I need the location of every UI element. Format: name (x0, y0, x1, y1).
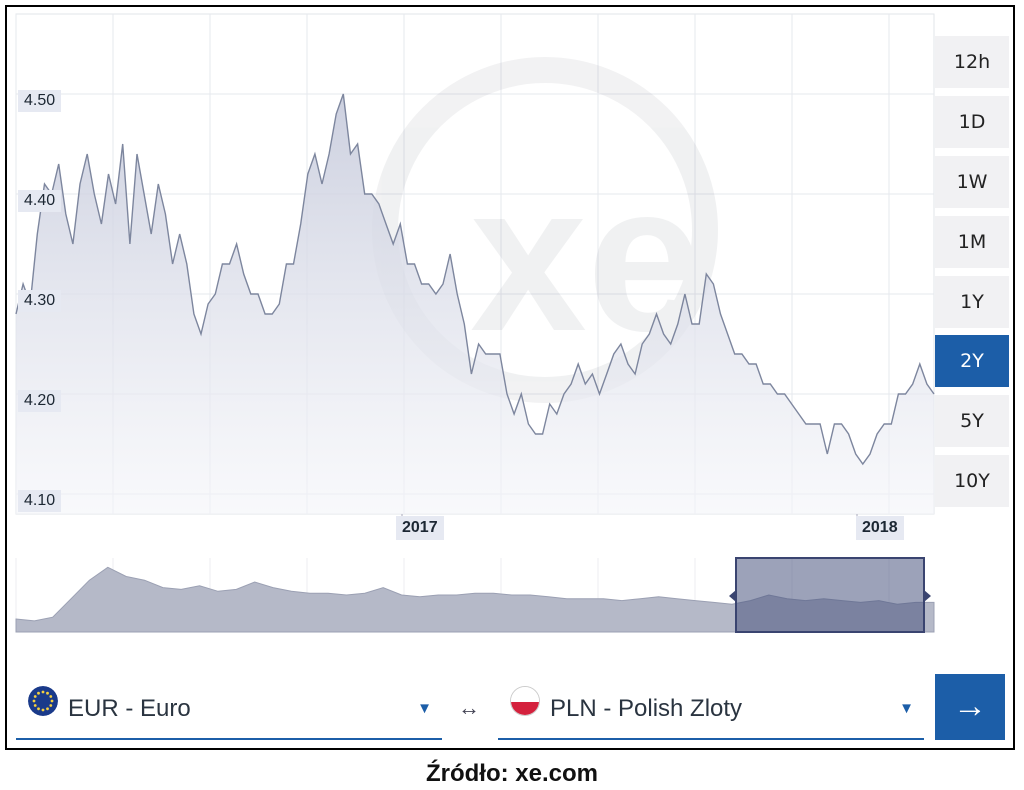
range-button-1d[interactable]: 1D (935, 96, 1009, 148)
y-tick-label: 4.10 (18, 490, 62, 512)
range-button-5y[interactable]: 5Y (935, 395, 1009, 447)
from-currency-select[interactable]: EUR - Euro ▼ (16, 674, 442, 740)
x-tick-label: 2018 (856, 516, 904, 540)
x-tick-label: 2017 (396, 516, 444, 540)
svg-text:xe: xe (470, 140, 704, 375)
main-series (15, 93, 935, 514)
navigator[interactable] (15, 557, 935, 633)
y-tick-label: 4.50 (18, 90, 62, 112)
navigator-handle-right (924, 590, 931, 602)
from-currency-label: EUR - Euro (68, 695, 191, 722)
chevron-down-icon: ▼ (417, 700, 432, 717)
range-button-12h[interactable]: 12h (935, 36, 1009, 88)
y-tick-label: 4.30 (18, 290, 62, 312)
poland-flag-icon (510, 686, 540, 716)
eu-flag-icon (28, 686, 58, 716)
y-tick-label: 4.20 (18, 390, 62, 412)
navigator-handle-left (729, 590, 736, 602)
source-caption: Źródło: xe.com (425, 760, 599, 787)
series-area-fill (16, 94, 934, 514)
to-currency-select[interactable]: PLN - Polish Zloty ▼ (498, 674, 924, 740)
chevron-down-icon: ▼ (899, 700, 914, 717)
range-button-10y[interactable]: 10Y (935, 455, 1009, 507)
series-line (15, 93, 935, 466)
swap-currencies-icon[interactable]: ↔ (458, 695, 480, 720)
range-button-1m[interactable]: 1M (935, 216, 1009, 268)
navigator-selection (735, 557, 925, 633)
range-button-2y[interactable]: 2Y (935, 335, 1009, 387)
range-button-1w[interactable]: 1W (935, 156, 1009, 208)
y-tick-label: 4.40 (18, 190, 62, 212)
convert-arrow-button[interactable]: → (935, 674, 1005, 740)
to-currency-label: PLN - Polish Zloty (550, 695, 743, 722)
xe-watermark: xe (372, 57, 718, 403)
range-button-1y[interactable]: 1Y (935, 276, 1009, 328)
